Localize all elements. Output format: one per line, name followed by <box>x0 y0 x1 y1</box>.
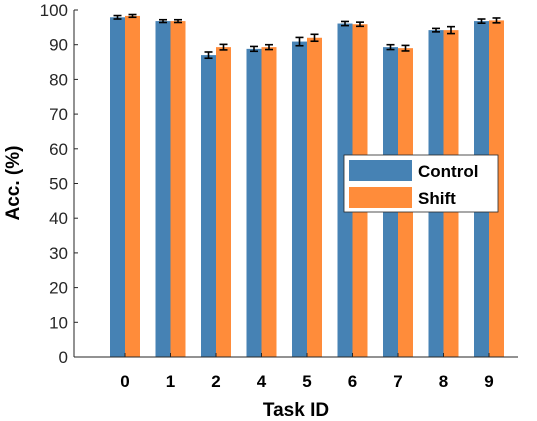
x-tick-label: 8 <box>439 372 448 391</box>
bar-shift-2 <box>216 47 231 357</box>
error-bar-shift-9 <box>492 17 501 24</box>
x-tick-label: 4 <box>257 372 267 391</box>
y-tick-label: 40 <box>49 209 68 228</box>
y-tick-label: 10 <box>49 313 68 332</box>
y-tick-label: 50 <box>49 175 68 194</box>
error-bar-shift-6 <box>356 21 364 28</box>
error-bar-control-8 <box>432 27 440 33</box>
y-tick-label: 0 <box>59 348 68 367</box>
bar-shift-4 <box>261 47 277 357</box>
x-tick-label: 7 <box>393 372 402 391</box>
error-bar-control-2 <box>204 51 213 60</box>
error-bar-control-9 <box>477 18 486 24</box>
error-bar-shift-1 <box>174 18 182 24</box>
y-tick-label: 70 <box>49 105 68 124</box>
bar-control-1 <box>155 21 171 357</box>
legend-swatch-shift <box>349 187 412 208</box>
y-axis-label: Acc. (%) <box>3 146 24 221</box>
y-tick-label: 100 <box>40 1 68 20</box>
error-bar-control-7 <box>386 43 395 51</box>
error-bar-shift-0 <box>128 13 137 19</box>
bar-control-5 <box>292 41 307 357</box>
error-bar-shift-4 <box>265 43 273 51</box>
y-tick-label: 20 <box>49 279 68 298</box>
legend-label-shift: Shift <box>418 189 456 208</box>
error-bar-shift-7 <box>401 44 410 52</box>
y-tick-label: 80 <box>49 70 68 89</box>
x-tick-label: 1 <box>166 372 175 391</box>
x-tick-label: 5 <box>302 372 311 391</box>
error-bar-control-5 <box>295 36 304 47</box>
legend-label-control: Control <box>418 162 478 181</box>
y-tick-label: 90 <box>49 36 68 55</box>
bar-shift-5 <box>307 37 322 357</box>
bar-control-2 <box>201 55 216 358</box>
bar-control-4 <box>246 48 262 358</box>
legend-swatch-control <box>349 160 412 181</box>
y-tick-label: 60 <box>49 140 68 159</box>
bar-shift-1 <box>170 21 186 357</box>
x-tick-label: 2 <box>211 372 220 391</box>
error-bar-shift-2 <box>219 43 228 51</box>
plot-area <box>110 13 504 358</box>
error-bar-control-4 <box>250 45 258 53</box>
bar-shift-0 <box>125 15 140 358</box>
x-tick-label: 9 <box>484 372 493 391</box>
error-bar-shift-5 <box>310 33 319 43</box>
legend: Control Shift <box>343 154 499 213</box>
axes: 0 10 20 30 40 50 60 70 80 90 100 0 1 2 4 5 6 7 8 9 <box>40 1 518 391</box>
x-axis-label: Task ID <box>263 400 329 421</box>
error-bar-control-1 <box>159 18 167 24</box>
error-bar-control-0 <box>113 14 122 20</box>
x-tick-label: 6 <box>348 372 357 391</box>
bar-control-0 <box>110 17 125 357</box>
x-tick-label: 0 <box>120 372 129 391</box>
error-bar-control-6 <box>341 20 349 27</box>
y-tick-label: 30 <box>49 244 68 263</box>
error-bar-shift-8 <box>447 25 455 35</box>
